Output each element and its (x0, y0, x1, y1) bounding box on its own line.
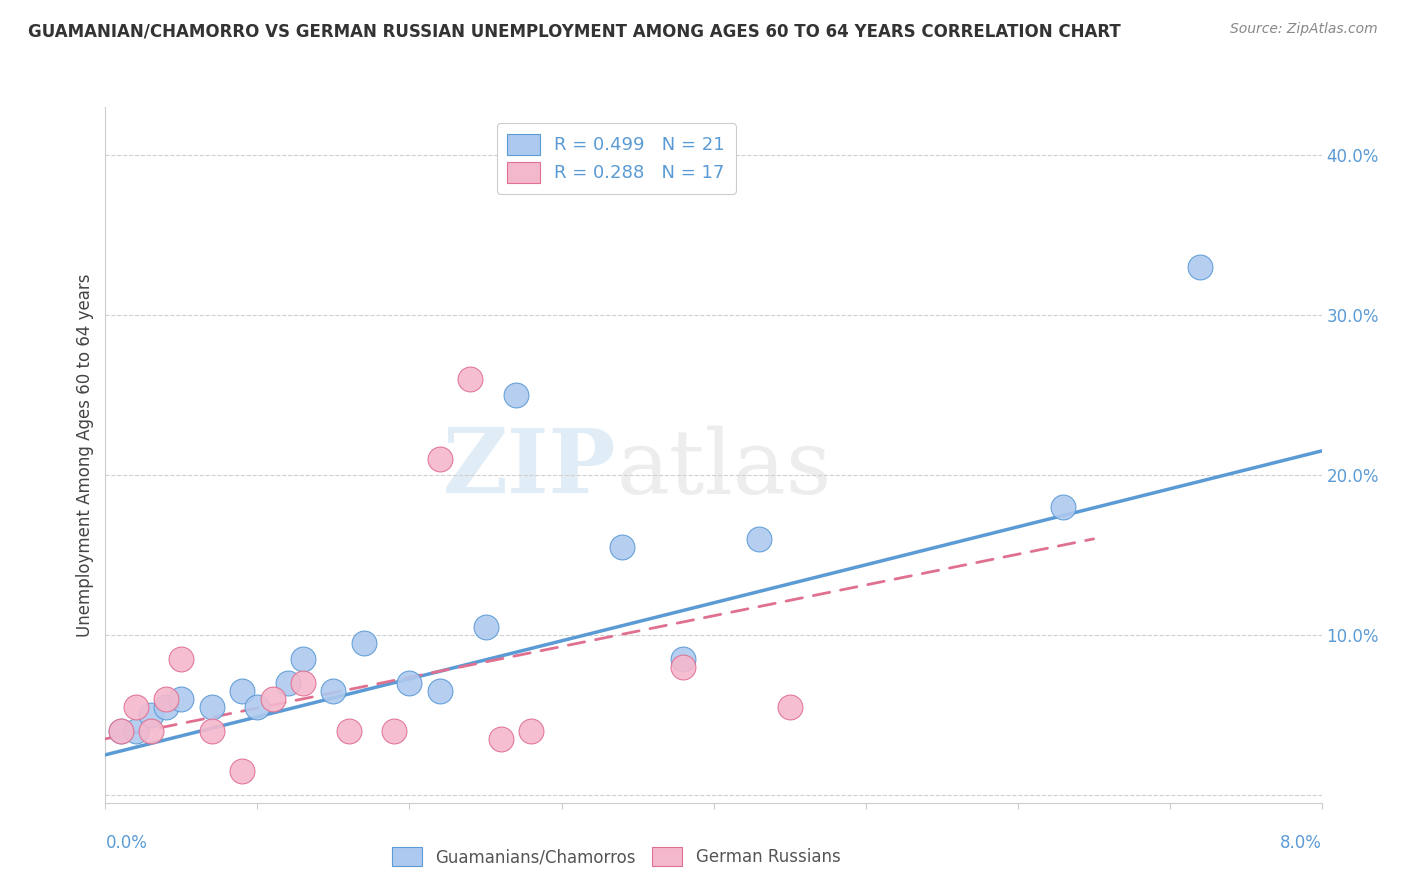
Point (672, 652, 695, 666)
Point (277, 676, 299, 690)
Point (155, 691, 177, 706)
Point (139, 707, 162, 722)
Point (170, 691, 193, 706)
Point (139, 723, 162, 738)
Point (520, 723, 543, 738)
Point (458, 372, 481, 386)
Text: 8.0%: 8.0% (1279, 834, 1322, 852)
Point (398, 676, 420, 690)
Point (231, 683, 253, 698)
Point (110, 723, 132, 738)
Point (779, 699, 801, 714)
Text: atlas: atlas (616, 425, 831, 513)
Text: Source: ZipAtlas.com: Source: ZipAtlas.com (1230, 22, 1378, 37)
Legend: Guamanians/Chamorros, German Russians: Guamanians/Chamorros, German Russians (384, 838, 849, 874)
Point (110, 723, 132, 738)
Point (322, 683, 344, 698)
Point (170, 652, 193, 666)
Point (429, 451, 451, 466)
Point (489, 731, 512, 746)
Point (672, 660, 695, 674)
Point (1052, 500, 1074, 514)
Y-axis label: Unemployment Among Ages 60 to 64 years: Unemployment Among Ages 60 to 64 years (76, 273, 94, 637)
Point (125, 723, 148, 738)
Point (337, 723, 360, 738)
Point (201, 699, 224, 714)
Point (612, 540, 634, 554)
Point (429, 683, 451, 698)
Point (1188, 260, 1211, 274)
Point (382, 723, 405, 738)
Point (262, 691, 284, 706)
Point (125, 699, 148, 714)
Point (292, 676, 315, 690)
Text: 0.0%: 0.0% (105, 834, 148, 852)
Point (201, 723, 224, 738)
Point (246, 699, 269, 714)
Point (231, 764, 253, 778)
Point (155, 699, 177, 714)
Point (353, 636, 375, 650)
Point (474, 620, 496, 634)
Point (748, 532, 770, 546)
Point (292, 652, 315, 666)
Point (505, 388, 527, 402)
Text: ZIP: ZIP (443, 425, 616, 512)
Text: GUAMANIAN/CHAMORRO VS GERMAN RUSSIAN UNEMPLOYMENT AMONG AGES 60 TO 64 YEARS CORR: GUAMANIAN/CHAMORRO VS GERMAN RUSSIAN UNE… (28, 22, 1121, 40)
